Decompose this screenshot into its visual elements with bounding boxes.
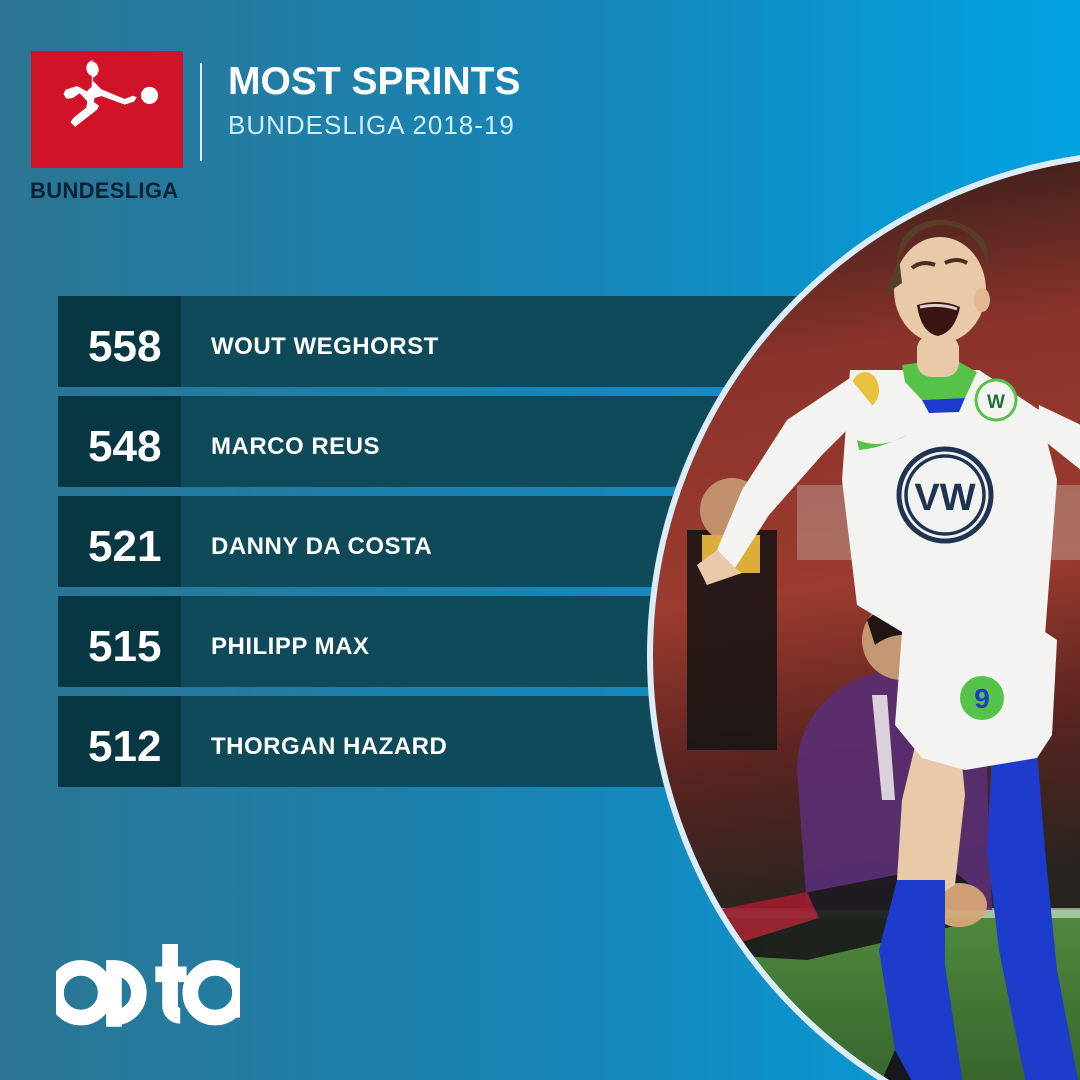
svg-text:VW: VW [914,477,975,519]
svg-text:9: 9 [974,683,990,714]
svg-text:W: W [987,392,1005,413]
